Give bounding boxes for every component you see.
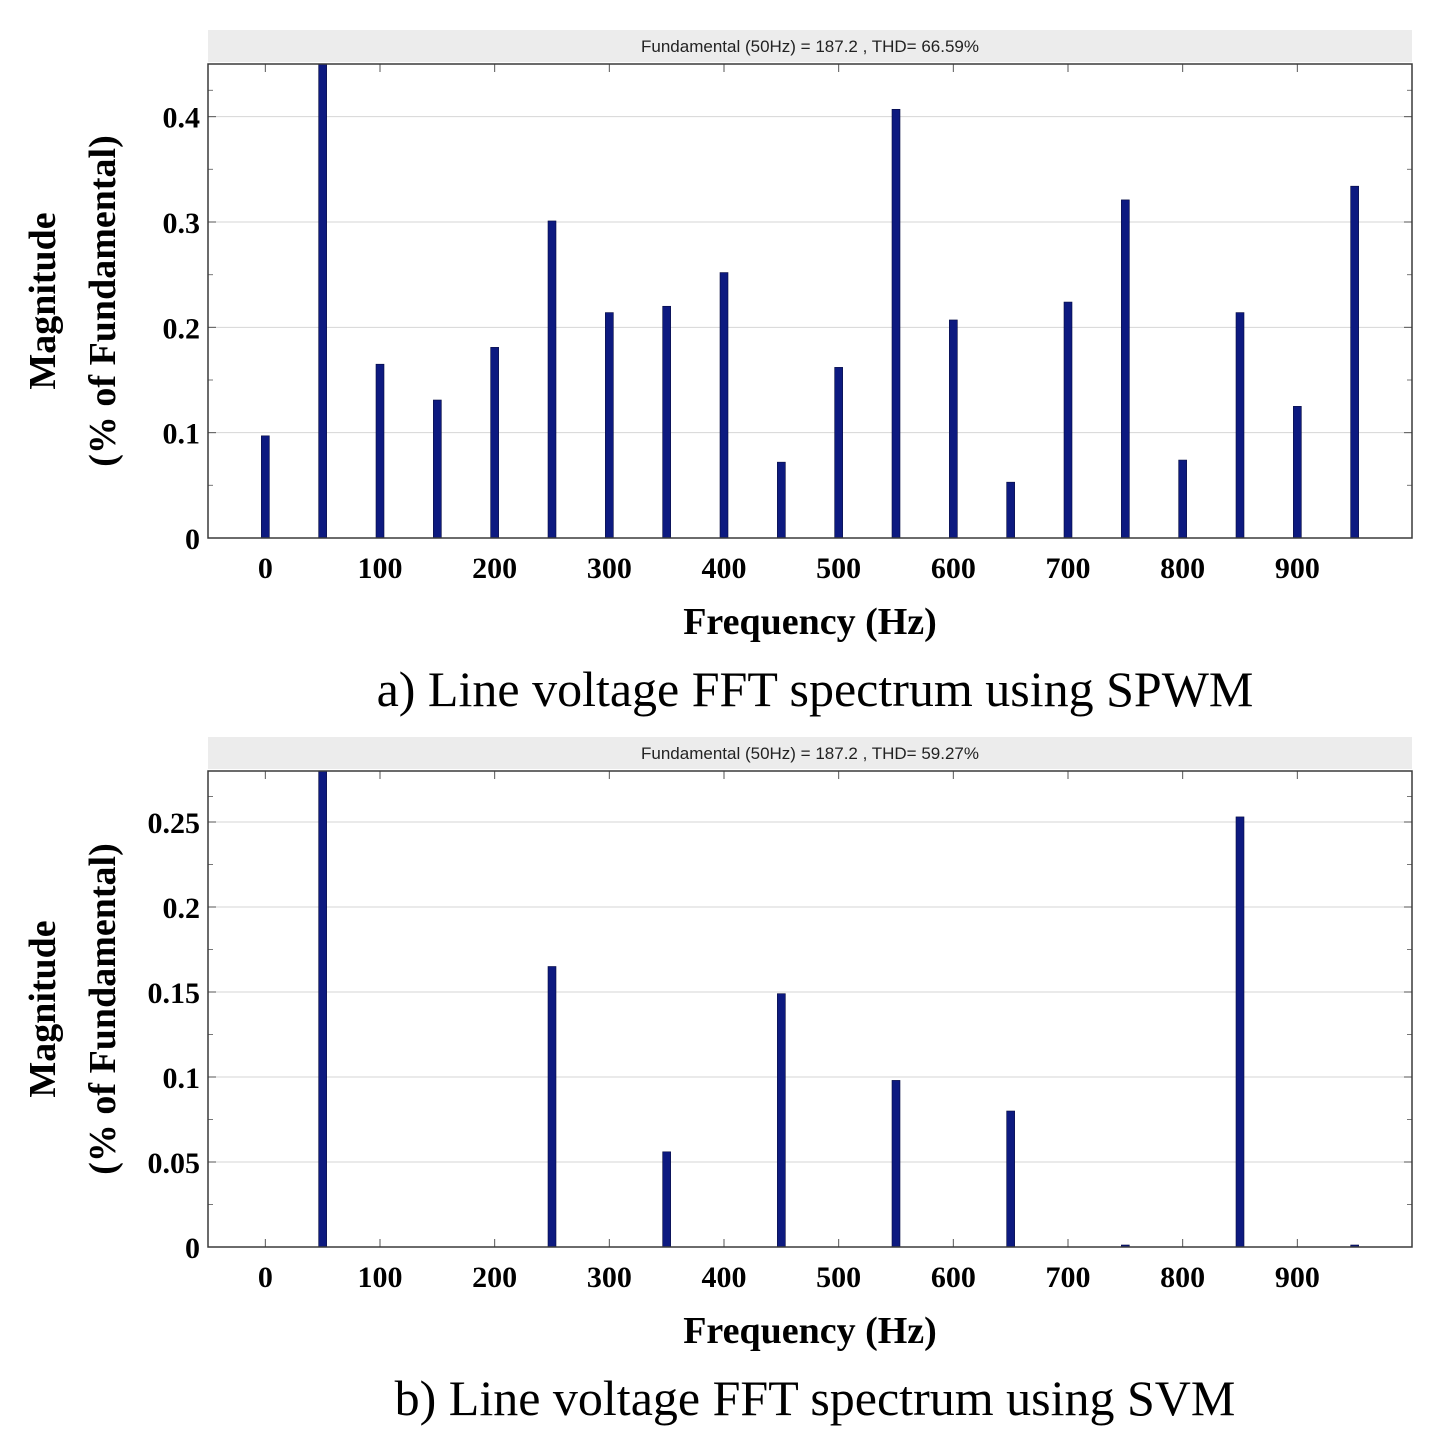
x-tick-label: 100 — [358, 552, 403, 585]
x-tick-label: 0 — [258, 552, 273, 585]
x-tick-label: 400 — [702, 1261, 747, 1294]
plot-title: Fundamental (50Hz) = 187.2 , THD= 59.27% — [641, 744, 979, 763]
bar-350hz — [662, 305, 671, 539]
bar-850hz — [1235, 312, 1245, 539]
x-tick-label: 900 — [1275, 1261, 1320, 1294]
bar-50hz — [318, 770, 327, 1248]
bar-650hz — [1006, 1110, 1015, 1248]
plot-area — [208, 771, 1412, 1247]
y-tick-label: 0.15 — [148, 977, 201, 1010]
y-axis-label-line1: Magnitude — [22, 212, 64, 389]
x-tick-label: 500 — [816, 552, 861, 585]
bar-750hz — [1121, 199, 1130, 539]
plot-title: Fundamental (50Hz) = 187.2 , THD= 66.59% — [641, 37, 979, 56]
x-tick-label: 600 — [931, 552, 976, 585]
axes-box — [207, 63, 1413, 539]
x-tick-label: 0 — [258, 1261, 273, 1294]
x-tick-label: 200 — [472, 552, 517, 585]
x-tick-label: 700 — [1046, 1261, 1091, 1294]
y-tick-label: 0 — [185, 523, 200, 556]
bar-700hz — [1063, 301, 1073, 539]
x-tick-label: 200 — [472, 1261, 517, 1294]
bar-100hz — [375, 363, 385, 539]
y-tick-label: 0.25 — [148, 807, 201, 840]
y-tick-label: 0.05 — [148, 1147, 201, 1180]
bar-350hz — [662, 1151, 671, 1248]
x-tick-label: 300 — [587, 1261, 632, 1294]
y-tick-label: 0.1 — [163, 1062, 201, 1095]
bar-950hz — [1350, 185, 1359, 539]
bar-150hz — [433, 399, 442, 539]
y-tick-label: 0.4 — [163, 102, 201, 135]
bar-250hz — [547, 966, 557, 1248]
x-axis-label: Frequency (Hz) — [683, 601, 937, 643]
y-axis-label-line2: (% of Fundamental) — [82, 843, 124, 1174]
x-tick-label: 800 — [1160, 552, 1205, 585]
bar-250hz — [547, 220, 557, 539]
x-tick-label: 400 — [702, 552, 747, 585]
plot-area — [208, 64, 1412, 538]
x-tick-label: 700 — [1046, 552, 1091, 585]
title-strip — [208, 737, 1412, 769]
title-strip — [208, 30, 1412, 62]
chart-panel-a: Fundamental (50Hz) = 187.2 , THD= 66.59%… — [22, 30, 1413, 717]
y-tick-label: 0.1 — [163, 418, 201, 451]
bar-450hz — [777, 461, 786, 539]
bar-200hz — [490, 347, 499, 539]
bar-800hz — [1178, 459, 1187, 539]
bar-300hz — [605, 312, 614, 539]
bar-400hz — [719, 272, 729, 539]
bar-550hz — [891, 1080, 901, 1248]
y-tick-label: 0.3 — [163, 207, 201, 240]
x-axis-label: Frequency (Hz) — [683, 1310, 937, 1352]
figure-caption: a) Line voltage FFT spectrum using SPWM — [377, 661, 1254, 717]
x-tick-label: 500 — [816, 1261, 861, 1294]
figure-caption: b) Line voltage FFT spectrum using SVM — [395, 1370, 1236, 1426]
chart-panel-b: Fundamental (50Hz) = 187.2 , THD= 59.27%… — [22, 737, 1413, 1426]
bar-900hz — [1293, 406, 1302, 539]
x-tick-label: 800 — [1160, 1261, 1205, 1294]
bar-450hz — [777, 993, 786, 1248]
bar-850hz — [1235, 816, 1245, 1248]
bar-50hz — [318, 63, 327, 539]
bar-0hz — [261, 435, 270, 539]
bar-600hz — [949, 319, 958, 539]
y-axis-label-line2: (% of Fundamental) — [82, 135, 124, 466]
bar-550hz — [891, 108, 901, 539]
y-axis-label-line1: Magnitude — [22, 920, 64, 1097]
y-tick-label: 0 — [185, 1232, 200, 1265]
bar-650hz — [1006, 481, 1015, 539]
axes-box — [207, 770, 1413, 1248]
y-tick-label: 0.2 — [163, 892, 201, 925]
x-tick-label: 100 — [358, 1261, 403, 1294]
x-tick-label: 900 — [1275, 552, 1320, 585]
x-tick-label: 600 — [931, 1261, 976, 1294]
x-tick-label: 300 — [587, 552, 632, 585]
bar-500hz — [834, 367, 843, 539]
y-tick-label: 0.2 — [163, 312, 201, 345]
